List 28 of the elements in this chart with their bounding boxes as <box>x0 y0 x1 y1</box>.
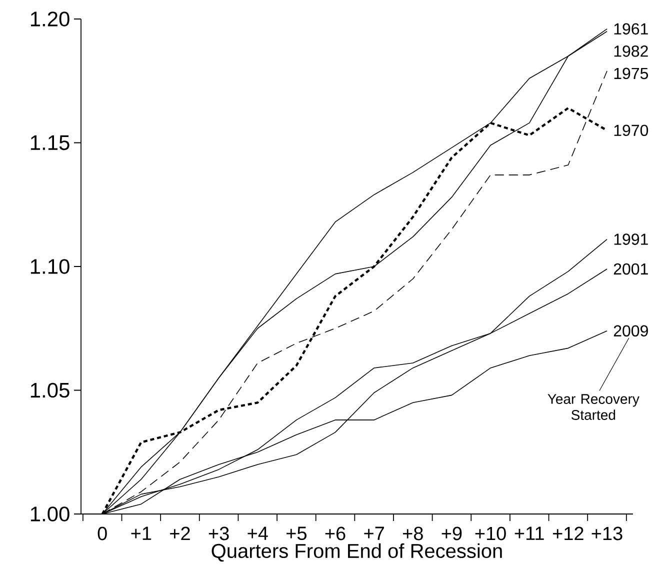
x-tick-label: +9 <box>442 526 462 540</box>
x-tick-label: +3 <box>208 526 229 540</box>
x-tick-label: 0 <box>98 526 107 540</box>
y-tick-label: 1.00 <box>30 506 70 522</box>
series-label: 1970 <box>614 124 648 136</box>
x-tick-label: +5 <box>286 526 306 540</box>
y-tick-label: 1.05 <box>30 382 70 398</box>
series-label: 2001 <box>614 263 648 275</box>
x-tick-label: +12 <box>552 526 584 540</box>
annotation: Year Recovery Started <box>548 394 640 420</box>
x-tick-label: +2 <box>170 526 190 540</box>
x-tick-label: +1 <box>131 526 152 540</box>
x-tick-label: +7 <box>364 526 384 540</box>
series-label: 1961 <box>614 23 648 35</box>
x-tick-label: +10 <box>475 526 506 540</box>
series-label: 1975 <box>614 68 648 80</box>
x-tick-label: +13 <box>592 526 622 540</box>
y-tick-label: 1.10 <box>30 259 70 274</box>
x-tick-label: +8 <box>402 526 423 540</box>
x-tick-label: +4 <box>248 526 268 540</box>
x-tick-label: +11 <box>514 526 544 540</box>
series-label: 2009 <box>614 325 648 337</box>
x-axis-title: Quarters From End of Recession <box>212 543 502 562</box>
series-label: 1991 <box>614 234 648 245</box>
y-tick-label: 1.20 <box>30 12 70 26</box>
series-label: 1982 <box>614 46 648 57</box>
x-tick-label: +6 <box>325 526 346 540</box>
y-tick-label: 1.15 <box>30 135 70 150</box>
